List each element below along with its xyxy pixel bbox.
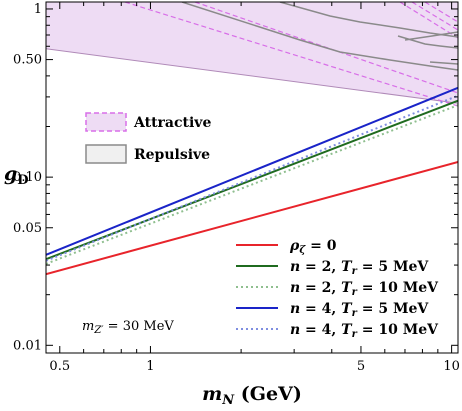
- x-tick-label: 5: [357, 359, 365, 374]
- data-series: [46, 86, 458, 276]
- region-legend: Attractive Repulsive: [85, 112, 211, 164]
- y-tick-label: 0.01: [13, 338, 42, 353]
- constraint-regions: [46, 2, 458, 107]
- x-tick-label: 1: [146, 359, 154, 374]
- axis-ticks: 0.5 1 5 10 0.01 0.05 0.10 0.50 1: [13, 2, 460, 374]
- repulsive-contour-line: [279, 2, 458, 38]
- line-legend: ρζ = 0 n = 2, Tr = 5 MeV n = 2, Tr = 10 …: [236, 238, 439, 340]
- legend-label-n4-tr10: n = 4, Tr = 10 MeV: [290, 322, 439, 340]
- repulsive-contour-line: [429, 61, 458, 65]
- series-line-3: [46, 86, 458, 256]
- mass-annotation: mZ′ = 30 MeV: [82, 319, 174, 336]
- repulsive-contours: [181, 2, 458, 71]
- y-tick-label: 0.10: [13, 170, 42, 185]
- repulsive-contour-line: [404, 31, 458, 41]
- legend-label-rho-zero: ρζ = 0: [289, 238, 337, 256]
- x-tick-label: 0.5: [49, 359, 70, 374]
- x-tick-label: 10: [443, 359, 460, 374]
- attractive-boundary: [46, 48, 458, 104]
- legend-label-attractive: Attractive: [133, 115, 211, 131]
- legend-label-n4-tr5: n = 4, Tr = 5 MeV: [290, 301, 429, 319]
- legend-label-n2-tr10: n = 2, Tr = 10 MeV: [290, 280, 439, 298]
- attractive-contour-line: [424, 2, 458, 23]
- repulsive-contour-line: [397, 35, 458, 49]
- y-axis-title: gD: [4, 163, 29, 188]
- series-line-1: [46, 99, 458, 261]
- series-line-2: [46, 104, 458, 265]
- attractive-contour-line: [124, 2, 458, 107]
- legend-swatch-attractive: [85, 112, 127, 132]
- y-tick-label: 0.50: [13, 53, 42, 68]
- y-tick-label: 0.05: [13, 221, 42, 236]
- attractive-contour-line: [399, 2, 458, 39]
- y-tick-label: 1: [34, 2, 42, 17]
- x-axis-title: mN (GeV): [202, 383, 302, 408]
- attractive-contour-line: [411, 2, 458, 31]
- series-line-4: [46, 94, 458, 262]
- series-line-0: [46, 161, 458, 276]
- legend-swatch-repulsive: [85, 144, 127, 164]
- legend-label-n2-tr5: n = 2, Tr = 5 MeV: [290, 259, 429, 277]
- attractive-region: [46, 2, 458, 104]
- repulsive-contour-line: [181, 2, 458, 71]
- legend-label-repulsive: Repulsive: [134, 147, 210, 163]
